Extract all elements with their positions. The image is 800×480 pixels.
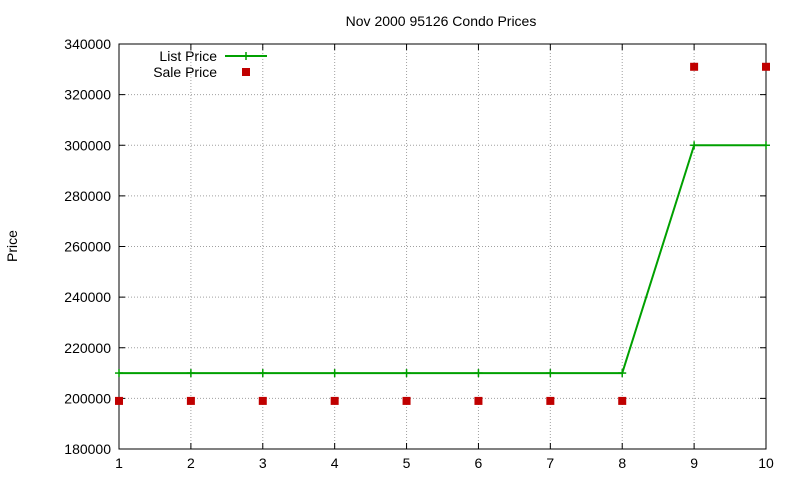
data-point	[618, 369, 627, 378]
data-point	[546, 396, 555, 405]
y-tick-label: 260000	[64, 239, 111, 255]
legend-item: List Price	[159, 48, 267, 64]
data-point	[186, 396, 195, 405]
data-point	[258, 369, 267, 378]
y-tick-label: 340000	[64, 36, 111, 52]
y-tick-label: 180000	[64, 441, 111, 457]
y-tick-label: 200000	[64, 390, 111, 406]
data-point	[618, 396, 627, 405]
x-tick-label: 5	[403, 455, 411, 471]
y-tick-label: 240000	[64, 289, 111, 305]
data-point	[474, 369, 483, 378]
data-point	[474, 396, 483, 405]
x-tick-label: 9	[690, 455, 698, 471]
series-0	[115, 141, 770, 378]
x-tick-label: 7	[546, 455, 554, 471]
data-point	[186, 369, 195, 378]
y-axis-ticks: 180000 200000 220000 240000 260000 280000 3000…	[64, 36, 766, 457]
chart-title: Nov 2000 95126 Condo Prices	[346, 13, 537, 29]
data-point	[762, 141, 770, 150]
data-point	[115, 396, 123, 405]
data-point	[402, 369, 411, 378]
data-point	[402, 396, 411, 405]
y-axis-label: Price	[4, 230, 20, 262]
y-tick-label: 220000	[64, 340, 111, 356]
y-tick-label: 300000	[64, 137, 111, 153]
x-axis-ticks: 1 2 3 4 5 6 7 8 9 10	[115, 44, 774, 471]
legend-label: List Price	[159, 48, 217, 64]
data-point	[330, 396, 339, 405]
x-tick-label: 3	[259, 455, 267, 471]
x-tick-label: 4	[331, 455, 339, 471]
x-tick-label: 8	[618, 455, 626, 471]
x-tick-label: 1	[115, 455, 123, 471]
legend-marker	[242, 52, 250, 60]
data-point	[762, 62, 770, 71]
series-line	[119, 144, 766, 375]
x-tick-label: 2	[187, 455, 195, 471]
grid	[119, 44, 766, 449]
x-tick-label: 10	[758, 455, 774, 471]
data-point	[330, 369, 339, 378]
data-point	[546, 369, 555, 378]
data-point	[690, 141, 699, 150]
legend-item: Sale Price	[153, 64, 250, 80]
legend-marker	[242, 68, 250, 76]
data-point	[115, 369, 123, 378]
data-point	[690, 62, 699, 71]
y-tick-label: 280000	[64, 188, 111, 204]
y-tick-label: 320000	[64, 87, 111, 103]
legend-label: Sale Price	[153, 64, 217, 80]
x-tick-label: 6	[475, 455, 483, 471]
series-layer	[115, 62, 770, 405]
data-point	[258, 396, 267, 405]
series-1	[115, 62, 770, 405]
